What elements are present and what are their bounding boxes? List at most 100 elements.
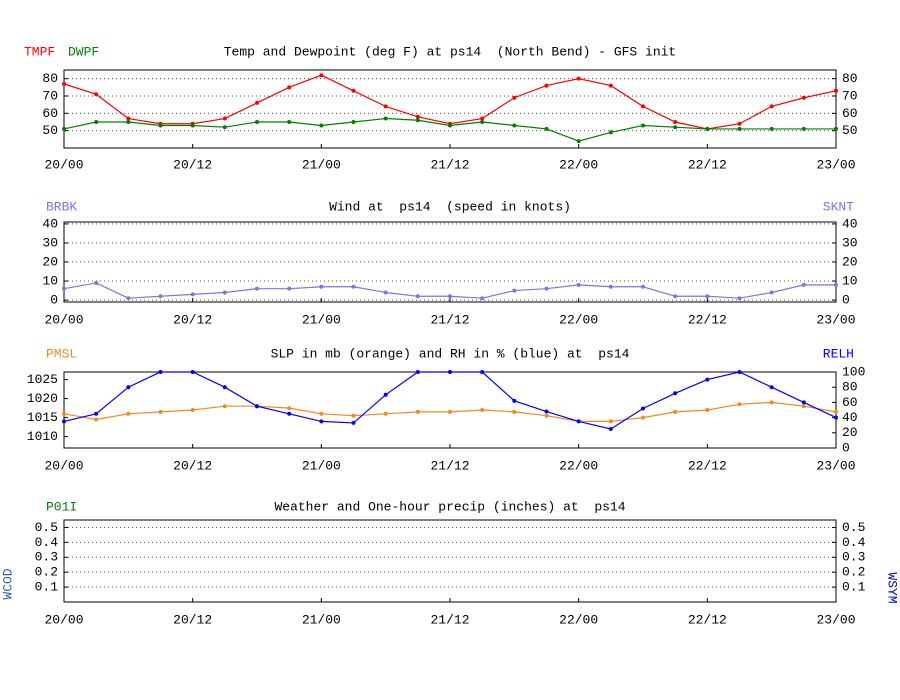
data-point: [641, 104, 645, 109]
y-tick-label: 0.2: [35, 565, 58, 580]
data-point: [705, 294, 710, 299]
data-point: [480, 116, 485, 121]
data-point: [287, 85, 292, 90]
y-tick-label: 0.3: [35, 550, 58, 565]
y-tick-label: 0.5: [35, 520, 58, 535]
plot-frame: [63, 519, 837, 603]
data-point: [576, 282, 581, 287]
data-point: [673, 120, 678, 124]
data-point: [190, 408, 195, 412]
data-point: [544, 126, 549, 131]
data-point: [737, 296, 742, 301]
data-point: [383, 116, 388, 121]
data-point: [126, 116, 131, 121]
y2-tick-label: 0: [842, 293, 850, 308]
data-point: [94, 417, 99, 422]
legend-label: DWPF: [68, 44, 99, 59]
data-point: [673, 125, 678, 130]
data-point: [608, 83, 613, 88]
data-point: [576, 139, 581, 144]
y-tick-label: 50: [42, 123, 58, 138]
data-point: [351, 413, 356, 418]
x-tick-label: 20/12: [173, 458, 212, 473]
data-point: [62, 126, 66, 131]
y2-tick-label: 0.3: [842, 550, 865, 565]
legend-label: TMPF: [24, 44, 55, 59]
series-line: [63, 74, 837, 130]
data-point: [641, 123, 645, 128]
data-point: [705, 126, 710, 131]
data-point: [383, 411, 388, 416]
x-tick-label: 20/12: [173, 312, 212, 327]
y2-tick-label: 80: [842, 380, 858, 395]
data-point: [190, 292, 195, 297]
data-point: [62, 411, 66, 416]
legend-label: PMSL: [46, 346, 77, 361]
x-tick-label: 21/12: [430, 312, 469, 327]
data-point: [480, 370, 485, 374]
y2-tick-label: 0: [842, 440, 850, 455]
series-line: [63, 371, 837, 430]
y2-tick-label: 0.1: [842, 580, 866, 595]
data-point: [737, 126, 742, 131]
data-point: [448, 409, 452, 414]
y-tick-label: 10: [42, 273, 58, 288]
data-point: [512, 398, 517, 403]
data-point: [769, 126, 774, 131]
data-point: [94, 280, 99, 285]
x-tick-label: 22/12: [688, 312, 727, 327]
data-point: [415, 118, 420, 123]
y2-tick-label: 20: [842, 254, 858, 269]
x-tick-label: 21/12: [430, 157, 469, 172]
x-tick-label: 23/00: [816, 157, 855, 172]
panel-title: SLP in mb (orange) and RH in % (blue) at…: [271, 346, 630, 361]
data-point: [287, 411, 292, 416]
data-point: [834, 126, 838, 131]
data-point: [287, 120, 292, 124]
y2-tick-label: 10: [842, 273, 858, 288]
data-point: [62, 286, 66, 291]
data-point: [190, 123, 195, 128]
data-point: [608, 130, 613, 135]
data-point: [94, 411, 99, 416]
x-tick-label: 21/00: [302, 312, 341, 327]
data-point: [834, 282, 838, 287]
data-point: [641, 406, 645, 411]
data-point: [801, 126, 806, 131]
x-tick-label: 20/00: [44, 458, 83, 473]
data-point: [351, 120, 356, 124]
data-point: [705, 377, 710, 382]
data-point: [576, 419, 581, 424]
data-point: [608, 419, 613, 424]
x-tick-label: 22/12: [688, 157, 727, 172]
data-point: [512, 409, 517, 414]
plot-frame: [63, 221, 837, 303]
panel-label: WSYM: [885, 572, 900, 603]
data-point: [126, 385, 131, 390]
data-point: [319, 123, 324, 128]
data-point: [158, 370, 163, 374]
panel-title: Wind at ps14 (speed in knots): [329, 199, 571, 214]
data-point: [319, 419, 324, 424]
data-point: [673, 391, 678, 396]
data-point: [705, 408, 710, 412]
data-point: [769, 400, 774, 405]
data-point: [641, 415, 645, 420]
x-tick-label: 23/00: [816, 312, 855, 327]
data-point: [158, 409, 163, 414]
data-point: [801, 404, 806, 409]
data-point: [287, 286, 292, 291]
x-tick-label: 22/00: [559, 458, 598, 473]
y-tick-label: 70: [42, 88, 58, 103]
data-point: [608, 284, 613, 289]
data-point: [383, 104, 388, 109]
data-point: [544, 409, 549, 414]
data-point: [415, 409, 420, 414]
data-point: [544, 286, 549, 291]
data-point: [255, 286, 259, 291]
data-point: [544, 413, 549, 418]
data-point: [351, 420, 356, 425]
data-point: [512, 95, 517, 100]
panel-label: WCOD: [0, 568, 15, 599]
